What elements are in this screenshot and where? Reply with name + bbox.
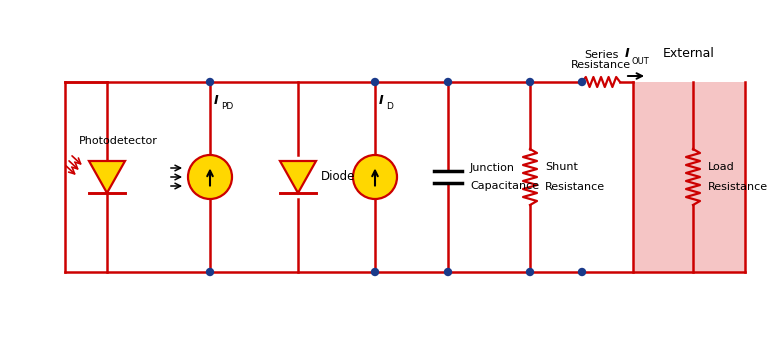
Circle shape: [526, 268, 534, 275]
Text: I: I: [214, 94, 218, 107]
Circle shape: [526, 79, 534, 85]
Circle shape: [371, 268, 378, 275]
Text: Capacitance: Capacitance: [470, 181, 539, 191]
Text: Resistance: Resistance: [708, 182, 768, 192]
Text: Shunt: Shunt: [545, 162, 578, 172]
Circle shape: [207, 79, 214, 85]
Text: Junction: Junction: [470, 163, 515, 173]
Text: Load: Load: [708, 162, 735, 172]
Circle shape: [445, 268, 452, 275]
Text: D: D: [386, 102, 393, 111]
Circle shape: [371, 79, 378, 85]
Circle shape: [579, 268, 586, 275]
Text: PD: PD: [221, 102, 233, 111]
Polygon shape: [89, 161, 125, 193]
Bar: [633, 82, 745, 272]
Text: Series: Series: [583, 50, 619, 60]
Text: I: I: [379, 94, 384, 107]
Text: Photodetector: Photodetector: [79, 136, 158, 146]
Circle shape: [353, 155, 397, 199]
Circle shape: [188, 155, 232, 199]
Polygon shape: [280, 161, 316, 193]
Text: Diode: Diode: [321, 171, 356, 183]
Text: I: I: [625, 47, 629, 60]
Text: External: External: [663, 47, 715, 60]
Text: OUT: OUT: [632, 57, 650, 66]
Text: Resistance: Resistance: [545, 182, 605, 192]
Text: Resistance: Resistance: [571, 60, 631, 70]
Circle shape: [207, 268, 214, 275]
Circle shape: [579, 79, 586, 85]
Circle shape: [445, 79, 452, 85]
